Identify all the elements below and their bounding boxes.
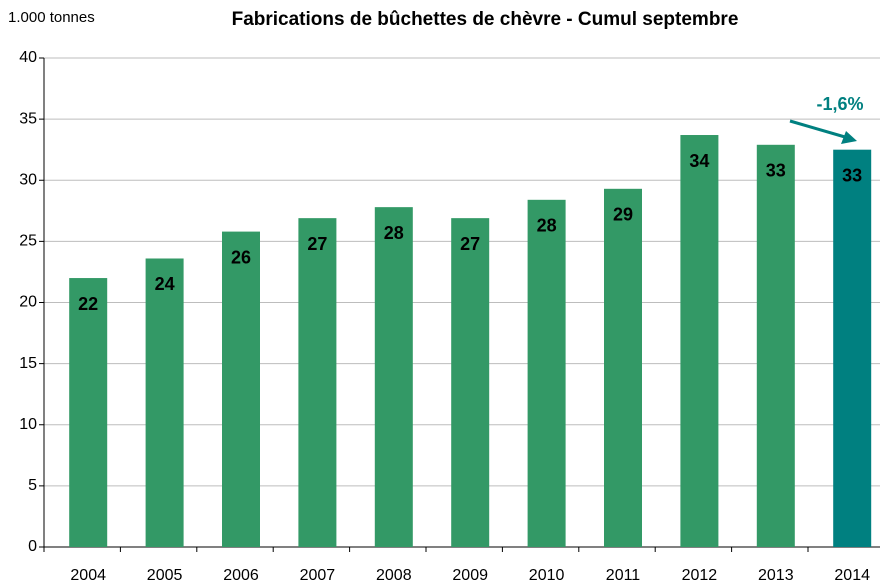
annotation-arrowhead [841, 131, 857, 144]
bar [527, 199, 566, 547]
annotation-arrow [789, 119, 846, 139]
y-tick-label: 40 [19, 49, 37, 66]
x-tick-label: 2012 [682, 567, 718, 582]
value-label: 34 [689, 151, 709, 171]
x-tick-label: 2006 [223, 567, 259, 582]
bar [69, 278, 108, 547]
bar [833, 149, 872, 547]
x-tick-label: 2013 [758, 567, 794, 582]
x-tick-label: 2005 [147, 567, 183, 582]
y-tick-label: 0 [28, 538, 37, 555]
x-tick-label: 2008 [376, 567, 412, 582]
value-label: 27 [307, 234, 327, 254]
y-tick-label: 35 [19, 110, 37, 127]
x-tick-label: 2007 [300, 567, 336, 582]
y-tick-label: 10 [19, 416, 37, 433]
value-label: 24 [155, 274, 175, 294]
y-tick-label: 5 [28, 477, 37, 494]
bar [756, 144, 795, 548]
bar [222, 231, 260, 547]
value-label: 27 [460, 234, 480, 254]
y-tick-label: 30 [19, 171, 37, 188]
bar [604, 188, 642, 547]
value-label: 33 [766, 161, 786, 181]
x-tick-label: 2009 [452, 567, 488, 582]
annotation: -1,6% [816, 94, 863, 114]
bar [145, 258, 184, 547]
y-tick-label: 15 [19, 355, 37, 372]
x-tick-label: 2010 [529, 567, 565, 582]
chart-title: Fabrications de bûchettes de chèvre - Cu… [232, 9, 739, 30]
value-label: 28 [537, 216, 557, 236]
bar [451, 218, 490, 547]
value-label: 28 [384, 223, 404, 243]
value-label: 29 [613, 205, 633, 225]
y-axis-label: 1.000 tonnes [8, 9, 95, 26]
y-tick-label: 20 [19, 294, 37, 311]
y-tick-label: 25 [19, 233, 37, 250]
x-tick-label: 2011 [606, 567, 641, 582]
value-label: 26 [231, 247, 251, 267]
x-tick-label: 2004 [70, 567, 106, 582]
value-label: 22 [78, 294, 98, 314]
value-label: 33 [842, 165, 862, 185]
bar [374, 207, 413, 547]
bar [298, 218, 337, 547]
bar [680, 135, 719, 547]
x-tick-label: 2014 [834, 567, 870, 582]
